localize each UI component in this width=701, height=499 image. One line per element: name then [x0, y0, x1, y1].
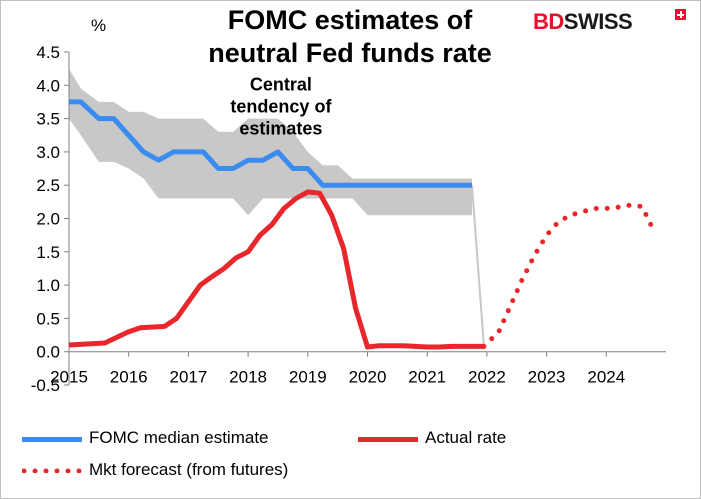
y-tick-label: 4.0	[36, 76, 60, 95]
band-annotation-line: tendency of	[230, 97, 332, 117]
legend-label-actual-rate: Actual rate	[425, 428, 507, 447]
y-tick-label: 1.5	[36, 243, 60, 262]
y-tick-label: 4.5	[36, 43, 60, 62]
legend-label-fomc-median: FOMC median estimate	[89, 428, 269, 447]
x-tick-label: 2022	[468, 368, 506, 387]
x-tick-label: 2017	[169, 368, 207, 387]
band-annotation-line: estimates	[239, 119, 322, 139]
x-tick-label: 2016	[110, 368, 148, 387]
x-tick-label: 2021	[408, 368, 446, 387]
y-tick-label: 0.0	[36, 343, 60, 362]
y-tick-label: 0.5	[36, 309, 60, 328]
series-line-1	[68, 189, 484, 350]
swiss-cross-icon	[675, 9, 686, 20]
brand-logo: BDSWISS	[533, 9, 633, 35]
series-line-2	[481, 202, 654, 349]
y-tick-label: 1.0	[36, 276, 60, 295]
y-tick-label: 2.5	[36, 176, 60, 195]
band-annotation-line: Central	[250, 75, 312, 95]
brand-logo-part-2: SWISS	[563, 9, 633, 34]
legend-swatch-actual-rate	[358, 437, 418, 442]
connector-line	[470, 185, 485, 347]
central-tendency-band	[69, 68, 472, 216]
chart-title-line-2: neutral Fed funds rate	[208, 38, 492, 68]
y-tick-label: 2.0	[36, 210, 60, 229]
x-tick-label: 2024	[587, 368, 625, 387]
y-tick-label: 3.0	[36, 143, 60, 162]
x-tick-label: 2020	[349, 368, 387, 387]
brand-logo-part-1: BD	[533, 9, 564, 34]
x-tick-label: 2018	[229, 368, 267, 387]
band-annotation: Central tendency of estimates	[230, 75, 332, 139]
series-line-0	[69, 99, 472, 188]
x-tick-label: 2015	[50, 368, 88, 387]
legend-label-mkt-forecast: Mkt forecast (from futures)	[89, 460, 289, 479]
y-tick-label: 3.5	[36, 110, 60, 129]
legend-swatch-mkt-forecast	[22, 468, 82, 473]
y-axis-unit-label: %	[91, 16, 107, 35]
chart-title-line-1: FOMC estimates of	[227, 5, 473, 35]
y-tick-label: -0.5	[31, 376, 60, 395]
legend-swatch-fomc-median	[22, 437, 82, 442]
x-tick-label: 2023	[528, 368, 566, 387]
x-tick-label: 2019	[289, 368, 327, 387]
